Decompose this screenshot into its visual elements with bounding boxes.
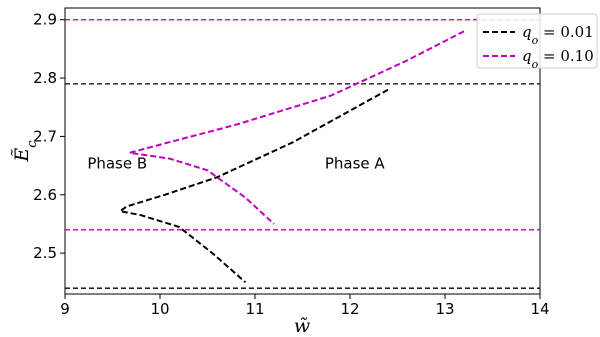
y-tick-label: 2.9 (33, 11, 57, 29)
legend-label: qo = 0.10 (522, 47, 594, 71)
y-axis-ticks: 2.5 2.6 2.7 2.8 2.9 (33, 11, 65, 262)
y-tick-label: 2.8 (33, 69, 57, 87)
legend-label: qo = 0.01 (522, 23, 594, 47)
y-tick-label: 2.7 (33, 127, 57, 145)
x-axis-ticks: 9 10 11 12 13 14 (60, 294, 550, 318)
series-line-2 (128, 30, 465, 225)
x-tick-label: 10 (150, 300, 169, 318)
x-axis-label: w̃ (294, 315, 310, 337)
y-axis-label: Ẽc (11, 140, 40, 163)
x-tick-label: 11 (245, 300, 264, 318)
series-line-1 (119, 88, 389, 284)
x-tick-label: 9 (60, 300, 70, 318)
series-lines (119, 30, 465, 284)
plot-area (64, 7, 541, 295)
annotations: Phase B Phase A (87, 155, 385, 173)
phase-annotation: Phase A (325, 155, 386, 173)
legend-box (476, 13, 598, 69)
x-tick-label: 14 (530, 300, 549, 318)
y-tick-label: 2.6 (33, 186, 57, 204)
x-tick-label: 12 (340, 300, 359, 318)
y-tick-label: 2.5 (33, 244, 57, 262)
x-tick-label: 13 (435, 300, 454, 318)
reference-lines (65, 19, 540, 289)
phase-annotation: Phase B (87, 155, 147, 173)
